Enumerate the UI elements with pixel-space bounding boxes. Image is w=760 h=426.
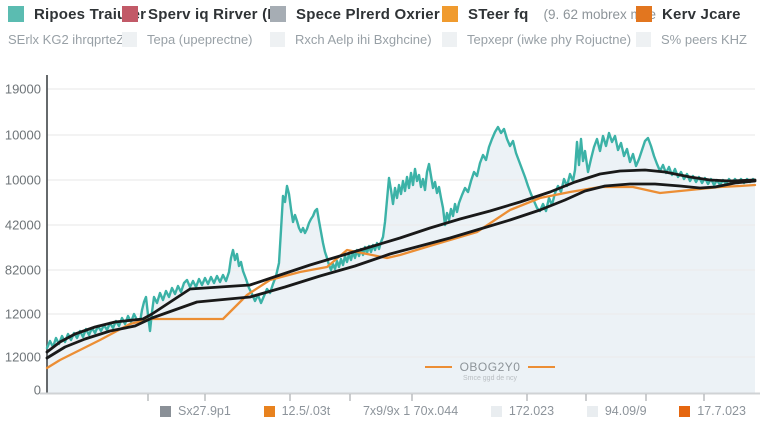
legend-swatch-icon xyxy=(636,6,652,22)
legend-swatch-icon xyxy=(442,6,458,22)
price-area-fill xyxy=(47,127,755,393)
y-axis-tick-label: 82000 xyxy=(5,263,41,278)
footer-stat-0[interactable]: Sx27.9p1 xyxy=(160,404,231,418)
footer-swatch-icon xyxy=(490,405,502,417)
legend-label: Spece Plrerd Oxrier xyxy=(296,5,440,23)
legend-sublabel: Rxch Aelp ihi Bxghcine) xyxy=(295,31,432,47)
footer-swatch-icon xyxy=(586,405,598,417)
y-axis-tick-label: 19000 xyxy=(5,82,41,97)
inner-legend-label: OBOG2Y0 xyxy=(459,360,521,374)
footer-stat-label: 12.5/.03t xyxy=(281,404,331,418)
footer-stat-3[interactable]: 172.023 xyxy=(490,404,555,418)
legend-sublabel: Tepxepr (iwke phy Rojuctne) xyxy=(467,31,632,47)
legend-label: Sperv iq Rirver (R xyxy=(148,5,279,23)
legend-item-0[interactable]: Ripoes Traiuter SErlx KG2 ihrqprteZ xyxy=(8,5,146,47)
footer-swatch-icon xyxy=(160,405,171,417)
legend-sublabel: SErlx KG2 ihrqprteZ xyxy=(8,31,125,47)
orange-line-icon xyxy=(425,366,452,368)
footer-stat-label: 172.023 xyxy=(508,404,555,418)
footer-swatch-icon xyxy=(679,405,691,417)
legend-label: Ripoes Traiuter xyxy=(34,5,147,23)
legend-sublabel: Tepa (upeprectne) xyxy=(147,31,253,47)
series-signal-lower xyxy=(45,179,757,360)
legend-label-suffix: (9. 62 mobrex mse xyxy=(543,6,657,22)
orange-line-icon xyxy=(528,366,555,368)
legend-item-2[interactable]: Spece Plrerd Oxrier Rxch Aelp ihi Bxghcin… xyxy=(270,5,440,47)
legend-sub-swatch-icon xyxy=(442,31,457,47)
y-axis-tick-label: 10000 xyxy=(5,128,41,143)
legend-sublabel: S% peers KHZ xyxy=(661,31,747,47)
legend-sub-swatch-icon xyxy=(122,31,137,47)
footer-stat-label: 7x9/9x 1 70x.044 xyxy=(362,404,459,418)
legend-item-3[interactable]: STeer fq (9. 62 mobrex mse Tepxepr (iwke p… xyxy=(442,5,656,47)
footer-stat-label: Sx27.9p1 xyxy=(178,404,231,418)
footer-stat-1[interactable]: 12.5/.03t xyxy=(263,404,331,418)
footer-stat-4[interactable]: 94.09/9 xyxy=(586,404,647,418)
footer-stat-2[interactable]: 7x9/9x 1 70x.044 xyxy=(363,404,458,418)
series-signal-upper xyxy=(45,168,757,354)
inner-legend-sublabel: Smce ggd de ncy xyxy=(462,375,518,382)
legend-item-1[interactable]: Sperv iq Rirver (R Tepa (upeprectne) xyxy=(122,5,278,47)
y-axis-tick-label: 42000 xyxy=(5,218,41,233)
legend-swatch-icon xyxy=(122,6,138,22)
y-axis-tick-label: 12000 xyxy=(5,350,41,365)
chart-legend: Ripoes Traiuter SErlx KG2 ihrqprteZ Sperv … xyxy=(0,0,760,58)
legend-label: Kerv Jcare xyxy=(662,5,741,23)
footer-stat-label: 94.09/9 xyxy=(604,404,647,418)
inner-legend: OBOG2Y0 Smce ggd de ncy xyxy=(425,360,555,382)
legend-sub-swatch-icon xyxy=(270,31,285,47)
legend-label: STeer fq xyxy=(468,5,529,23)
legend-swatch-icon xyxy=(270,6,286,22)
footer-stat-label: 17.7.023 xyxy=(697,404,746,418)
y-axis-tick-label: 10000 xyxy=(5,173,41,188)
legend-item-4[interactable]: Kerv Jcare S% peers KHZ xyxy=(636,5,747,47)
y-axis-tick-label: 12000 xyxy=(5,307,41,322)
footer-stat-5[interactable]: 17.7.023 xyxy=(679,404,746,418)
legend-swatch-icon xyxy=(8,6,24,22)
footer-swatch-icon xyxy=(263,405,275,417)
footer-stats-row: Sx27.9p1 12.5/.03t 7x9/9x 1 70x.044 172.023… xyxy=(160,404,746,418)
y-axis-tick-label: 0 xyxy=(34,383,41,398)
series-price xyxy=(45,125,757,350)
legend-sub-swatch-icon xyxy=(636,31,651,47)
